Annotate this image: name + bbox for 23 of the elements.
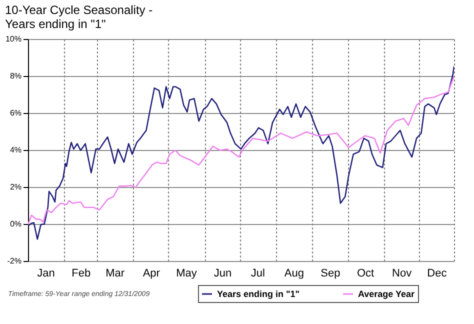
x-tick-label: Dec — [427, 268, 448, 280]
x-tick-label: Apr — [142, 268, 160, 280]
legend-label: Years ending in "1" — [217, 289, 300, 299]
x-tick-label: May — [176, 268, 198, 280]
y-tick-label: 8% — [10, 72, 22, 80]
y-tick-label: 10% — [5, 34, 22, 44]
y-tick-label: -2% — [7, 256, 22, 266]
x-tick-label: Feb — [72, 268, 91, 280]
x-tick-label: Oct — [356, 268, 374, 280]
x-tick-label: Jun — [214, 268, 232, 280]
y-tick-label: 6% — [10, 108, 22, 118]
text: Years ending in "1" — [4, 17, 106, 31]
x-tick-label: Jan — [37, 268, 55, 280]
x-tick-label: Nov — [392, 268, 412, 280]
y-tick-label: 4% — [10, 146, 22, 154]
legend-label: Average Year — [358, 289, 416, 299]
y-tick-label: 0% — [10, 220, 22, 228]
text: 10-Year Cycle Seasonality - — [4, 3, 153, 17]
x-tick-label: Jul — [250, 268, 265, 280]
x-tick-label: Mar — [106, 268, 125, 280]
y-tick-label: 2% — [10, 182, 22, 192]
x-tick-label: Aug — [284, 268, 304, 280]
x-tick-label: Sep — [320, 268, 340, 280]
